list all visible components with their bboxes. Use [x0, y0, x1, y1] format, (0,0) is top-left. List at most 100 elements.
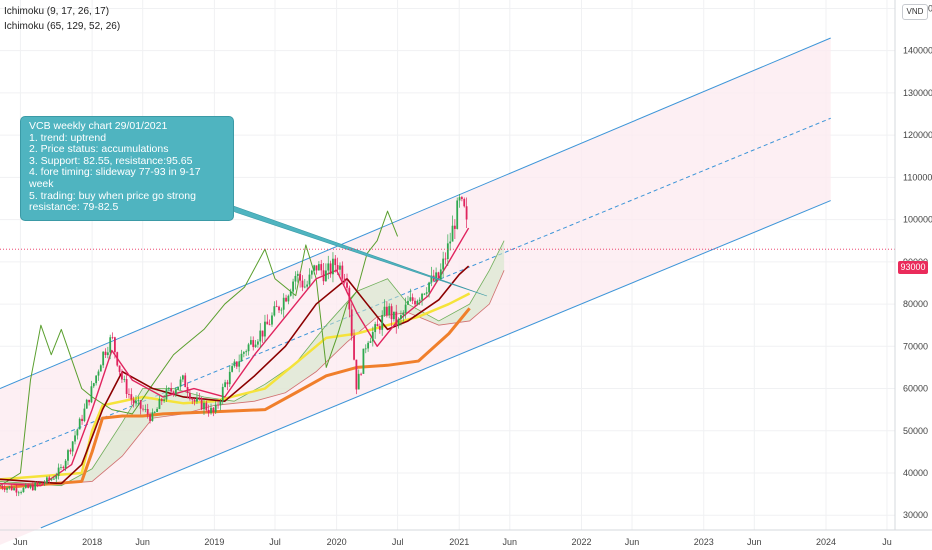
- candle: [149, 414, 151, 421]
- candle: [170, 388, 173, 392]
- time-tick-label: 2019: [204, 537, 224, 547]
- candle: [350, 309, 353, 336]
- candle: [317, 264, 320, 271]
- candle: [181, 375, 184, 380]
- candle: [285, 297, 287, 302]
- price-tick-label: 50000: [903, 426, 928, 436]
- candle: [322, 270, 325, 282]
- slow-tenkan-line: [0, 292, 471, 481]
- candle: [390, 306, 393, 320]
- candle: [165, 389, 168, 400]
- time-tick-label: Jun: [13, 537, 28, 547]
- candle: [287, 295, 290, 302]
- candle: [247, 344, 250, 352]
- candle: [329, 263, 332, 275]
- candle: [252, 340, 255, 348]
- candle: [29, 485, 32, 488]
- candle: [259, 330, 262, 342]
- candle: [45, 477, 48, 483]
- candle: [446, 243, 449, 260]
- time-tick-label: Jul: [392, 537, 404, 547]
- time-tick-label: Jul: [269, 537, 281, 547]
- candle: [71, 441, 74, 452]
- candle: [430, 275, 433, 283]
- candle: [332, 258, 334, 275]
- candle: [357, 373, 360, 390]
- candle: [245, 351, 248, 353]
- price-tick-label: 40000: [903, 468, 928, 478]
- candle: [85, 399, 88, 409]
- time-tick-label: Jun: [625, 537, 640, 547]
- candle: [13, 488, 15, 491]
- candle: [242, 352, 245, 354]
- candle: [341, 265, 344, 279]
- candle: [320, 264, 323, 271]
- price-tick-label: 80000: [903, 299, 928, 309]
- candle: [381, 315, 384, 330]
- candle: [266, 321, 269, 325]
- candle: [177, 386, 180, 390]
- candle: [172, 391, 175, 394]
- candle: [0, 485, 1, 487]
- candle: [306, 284, 309, 287]
- candle: [203, 402, 205, 410]
- candle: [205, 402, 208, 410]
- candle: [116, 352, 119, 366]
- candle: [327, 263, 330, 271]
- candle: [458, 197, 461, 201]
- candle: [278, 306, 280, 311]
- candle: [299, 273, 302, 281]
- candle: [289, 291, 292, 296]
- legend-ichimoku-fast[interactable]: Ichimoku (9, 17, 26, 17): [4, 6, 110, 17]
- candle: [1, 485, 4, 489]
- channel-upper: [0, 37, 831, 389]
- candle: [353, 335, 355, 360]
- indicator-lines: [0, 210, 471, 490]
- time-tick-label: 2018: [82, 537, 102, 547]
- candle: [273, 306, 276, 316]
- candle: [55, 475, 58, 479]
- candle: [435, 272, 438, 281]
- price-tick-label: 70000: [903, 341, 928, 351]
- candle: [313, 265, 316, 271]
- candle: [463, 198, 466, 207]
- candle: [261, 330, 264, 337]
- candle: [442, 258, 445, 270]
- candle: [393, 311, 395, 320]
- candle: [238, 361, 241, 367]
- candle: [102, 351, 105, 366]
- candle: [402, 312, 405, 316]
- candle: [404, 304, 407, 313]
- kijun-line: [0, 265, 470, 485]
- candle: [179, 379, 182, 387]
- candle: [355, 359, 358, 390]
- candle: [50, 479, 53, 481]
- candle: [48, 477, 51, 481]
- candle: [249, 340, 252, 345]
- candle: [92, 383, 95, 387]
- candle: [31, 485, 34, 491]
- candle: [395, 311, 398, 326]
- candle: [167, 388, 170, 390]
- candle: [388, 306, 391, 316]
- candle: [425, 292, 428, 294]
- candle: [34, 482, 37, 491]
- candle: [130, 394, 133, 400]
- candle: [416, 300, 419, 305]
- candle: [132, 399, 135, 404]
- time-tick-label: Jun: [747, 537, 762, 547]
- analysis-note[interactable]: VCB weekly chart 29/01/2021 1. trend: up…: [20, 116, 234, 221]
- price-tick-label: 100000: [903, 215, 932, 225]
- candle: [97, 371, 100, 376]
- legend-ichimoku-slow[interactable]: Ichimoku (65, 129, 52, 26): [4, 21, 121, 32]
- candle: [282, 297, 285, 310]
- candle: [193, 399, 196, 402]
- price-tick-label: 140000: [903, 46, 932, 56]
- candle: [125, 379, 128, 395]
- candle: [135, 400, 137, 404]
- candle: [449, 241, 452, 244]
- candle: [254, 344, 257, 348]
- note-line: 3. Support: 82.55, resistance:95.65: [29, 154, 193, 167]
- candle: [57, 467, 60, 476]
